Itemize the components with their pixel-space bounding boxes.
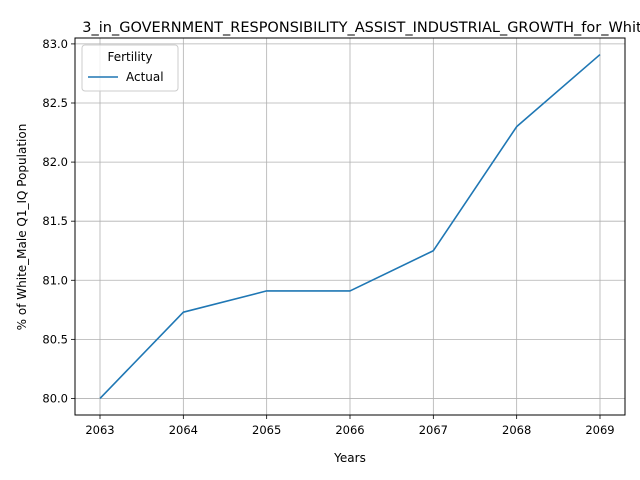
x-axis-label: Years <box>333 451 366 465</box>
y-tick-label: 82.5 <box>42 96 68 110</box>
x-tick-label: 2068 <box>502 423 531 437</box>
y-tick-label: 81.0 <box>42 273 68 287</box>
legend-box <box>81 44 179 92</box>
y-tick-label: 83.0 <box>42 37 68 51</box>
y-axis-ticks: 80.0 80.5 81.0 81.5 82.0 82.5 83.0 <box>42 37 75 405</box>
x-tick-label: 2063 <box>85 423 114 437</box>
grid-lines <box>75 38 625 415</box>
series-lines <box>99 53 601 400</box>
legend-title: Fertility <box>107 50 152 64</box>
y-tick-label: 80.5 <box>42 332 68 346</box>
y-tick-label: 81.5 <box>42 214 68 228</box>
x-tick-label: 2069 <box>585 423 614 437</box>
x-tick-label: 2064 <box>169 423 198 437</box>
chart-title: 3_in_GOVERNMENT_RESPONSIBILITY_ASSIST_IN… <box>82 20 640 36</box>
series-line-actual <box>99 53 601 400</box>
legend-label-actual: Actual <box>126 70 164 84</box>
y-tick-label: 80.0 <box>42 391 68 405</box>
x-axis-ticks: 2063 2064 2065 2066 2067 2068 2069 <box>85 415 615 437</box>
x-tick-label: 2066 <box>335 423 364 437</box>
y-axis-label: % of White_Male Q1_IQ Population <box>15 124 29 331</box>
x-tick-label: 2065 <box>252 423 281 437</box>
x-tick-label: 2067 <box>419 423 448 437</box>
y-tick-label: 82.0 <box>42 155 68 169</box>
legend: Fertility Actual <box>81 44 179 92</box>
